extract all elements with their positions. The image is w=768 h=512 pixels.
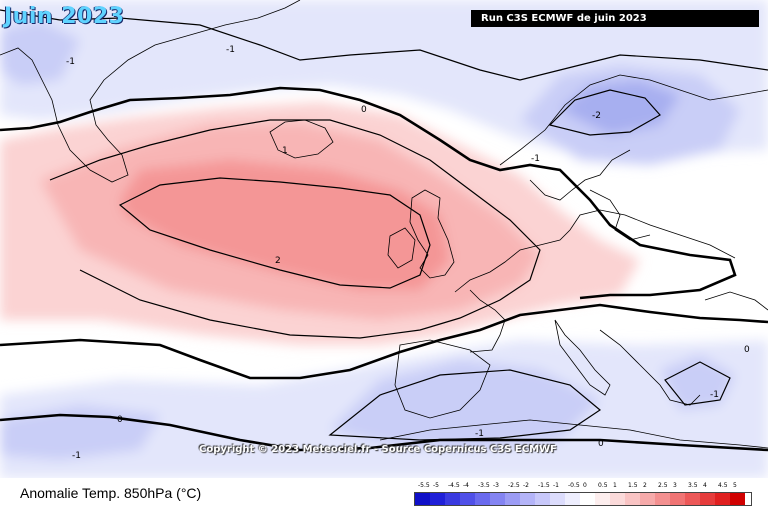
contour-minus-one-north xyxy=(0,9,768,81)
contour-value-labels: -1 -1 0 -2 1 -1 2 0 0 -1 0 -1 -1 xyxy=(66,45,750,461)
legend-swatch xyxy=(535,493,550,505)
contour-label: -1 xyxy=(226,45,235,55)
greenland-coast xyxy=(0,0,301,183)
contour-zero-sahara xyxy=(0,413,768,452)
legend-label: -3.5 xyxy=(478,482,490,489)
legend-swatch xyxy=(595,493,610,505)
ireland-coast xyxy=(387,227,416,269)
scandinavia-coast xyxy=(499,74,768,166)
legend-swatch xyxy=(520,493,535,505)
legend-label: 2.5 xyxy=(658,482,668,489)
contour-label: -1 xyxy=(72,451,81,461)
iberia-coast xyxy=(394,339,491,419)
legend-labels: -5.5 -5 -4.5 -4 -3.5 -3 -2.5 -2 -1.5 -1 -0.5 0 0.5 1 1… xyxy=(414,482,752,491)
land-outlines xyxy=(0,0,768,449)
contour-label: -1 xyxy=(531,154,540,164)
contour-label: 0 xyxy=(598,439,604,449)
contour-label: -1 xyxy=(475,429,484,439)
legend-swatch xyxy=(700,493,715,505)
legend-label: 2 xyxy=(643,482,647,489)
contour-minus-one-med xyxy=(328,369,602,441)
legend-swatch xyxy=(625,493,640,505)
iceland-coast xyxy=(269,119,334,159)
legend-swatch xyxy=(580,493,595,505)
run-label: Run C3S ECMWF de juin 2023 xyxy=(471,10,759,27)
legend-swatch xyxy=(685,493,700,505)
legend-label: -3 xyxy=(493,482,499,489)
contour-label: 0 xyxy=(744,345,750,355)
legend-label: -4.5 xyxy=(448,482,460,489)
contour-label: -1 xyxy=(710,390,719,400)
black-sea-coast xyxy=(704,291,768,311)
contour-label: 0 xyxy=(361,105,367,115)
legend-label: -2 xyxy=(523,482,529,489)
legend-swatch xyxy=(475,493,490,505)
copyright-notice: Copyright © 2023 Meteociel.fr - Source C… xyxy=(199,444,557,455)
legend-swatch xyxy=(715,493,730,505)
legend-label: -1 xyxy=(553,482,559,489)
legend-label: 0.5 xyxy=(598,482,608,489)
variable-title: Anomalie Temp. 850hPa (°C) xyxy=(20,485,202,501)
footer-bar: Anomalie Temp. 850hPa (°C) -5.5 -5 -4.5 -4-… xyxy=(0,478,768,512)
legend-swatch xyxy=(550,493,565,505)
cold-region-greenland xyxy=(0,20,80,85)
legend-swatch xyxy=(670,493,685,505)
legend-swatch xyxy=(460,493,475,505)
legend-swatch xyxy=(505,493,520,505)
contour-zero-south xyxy=(0,303,768,380)
balkans-coast xyxy=(599,329,701,406)
contour-lines xyxy=(0,9,768,452)
contour-label: -2 xyxy=(592,111,601,121)
legend-swatch xyxy=(655,493,670,505)
legend-label: -4 xyxy=(463,482,469,489)
legend-label: 3 xyxy=(673,482,677,489)
legend-label: -5 xyxy=(433,482,439,489)
color-legend: -5.5 -5 -4.5 -4 -3.5 -3 -2.5 -2 -1.5 -1 -0.5 0 0.5 1 1… xyxy=(414,482,752,506)
legend-label: 4 xyxy=(703,482,707,489)
legend-label: 0 xyxy=(583,482,587,489)
legend-label: 5 xyxy=(733,482,737,489)
legend-swatch xyxy=(640,493,655,505)
legend-swatch xyxy=(730,493,745,505)
legend-label: 4.5 xyxy=(718,482,728,489)
legend-swatches xyxy=(414,492,752,506)
contour-zero-north xyxy=(0,86,737,300)
contour-minus-two-scand xyxy=(548,89,661,136)
contour-two-warm xyxy=(118,177,431,289)
north-africa-coast xyxy=(379,419,768,449)
norway-south-coast xyxy=(529,149,631,201)
contour-minus-one-aegean xyxy=(664,361,731,406)
uk-coast xyxy=(409,189,455,279)
contour-label: 1 xyxy=(282,146,288,156)
legend-label: 1 xyxy=(613,482,617,489)
anomaly-map: -1 -1 0 -2 1 -1 2 0 0 -1 0 -1 -1 xyxy=(0,0,768,478)
continent-coast xyxy=(454,209,736,293)
contour-label: 2 xyxy=(275,256,281,266)
legend-swatch xyxy=(565,493,580,505)
contour-label: 0 xyxy=(117,415,123,425)
legend-label: 1.5 xyxy=(628,482,638,489)
legend-swatch xyxy=(415,493,430,505)
legend-label: 3.5 xyxy=(688,482,698,489)
contour-label: -1 xyxy=(66,57,75,67)
legend-label: -0.5 xyxy=(568,482,580,489)
legend-swatch xyxy=(430,493,445,505)
legend-label: -2.5 xyxy=(508,482,520,489)
month-title: Juin 2023 xyxy=(4,4,125,29)
warm-region-core xyxy=(120,160,450,290)
contour-one-warm xyxy=(49,119,541,339)
legend-label: -1.5 xyxy=(538,482,550,489)
legend-swatch xyxy=(610,493,625,505)
legend-swatch xyxy=(445,493,460,505)
italy-coast xyxy=(554,319,611,396)
legend-label: -5.5 xyxy=(418,482,430,489)
legend-swatch xyxy=(490,493,505,505)
